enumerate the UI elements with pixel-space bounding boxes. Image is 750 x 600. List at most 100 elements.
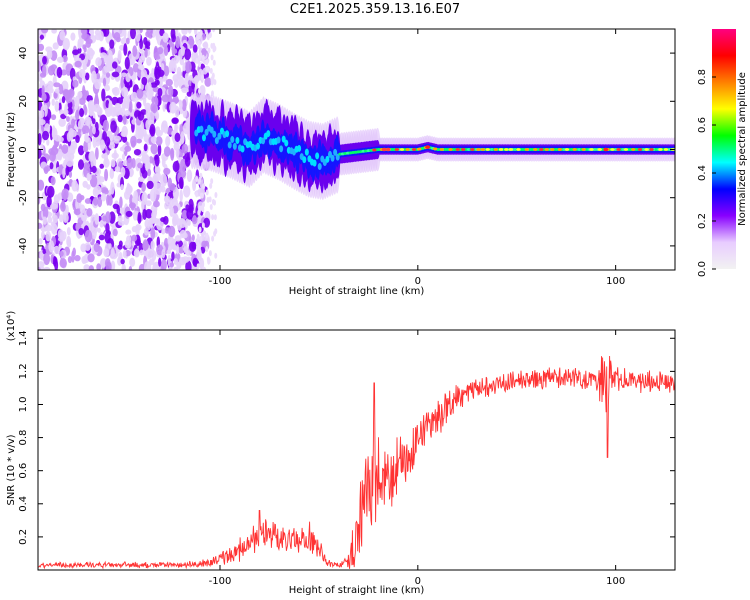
signal-hotspot [663, 148, 669, 151]
signal-hotspot [508, 148, 514, 151]
line-ytick-label: 0.6 [18, 463, 29, 479]
signal-peak [217, 132, 222, 140]
noise-cell [123, 95, 129, 104]
noise-cell [47, 80, 54, 90]
noise-cell [38, 110, 45, 118]
noise-cell [141, 76, 148, 86]
noise-cell [211, 214, 215, 221]
noise-cell [197, 244, 201, 251]
noise-cell [98, 234, 105, 241]
noise-cell [50, 146, 58, 156]
noise-cell [147, 168, 152, 177]
noise-cell [49, 162, 54, 170]
noise-cell [54, 259, 59, 270]
noise-cell [205, 232, 209, 239]
noise-cell [38, 148, 42, 159]
signal-peak [199, 125, 204, 133]
noise-cell [129, 29, 136, 40]
noise-cell [44, 224, 53, 232]
noise-cell [204, 77, 212, 87]
noise-cell [56, 56, 64, 63]
noise-cell [38, 133, 42, 146]
noise-cell [88, 151, 94, 162]
noise-cell [130, 135, 137, 147]
noise-cell [201, 48, 207, 57]
noise-cell [65, 116, 71, 122]
noise-cell [168, 225, 176, 238]
noise-cell [149, 217, 157, 224]
signal-hotspot [455, 148, 460, 151]
noise-cell [105, 211, 111, 224]
noise-cell [94, 91, 99, 104]
colorbar-tick-label: 0.8 [697, 69, 708, 85]
noise-cell [66, 70, 71, 76]
noise-cell [75, 183, 80, 192]
noise-cell [160, 63, 165, 72]
noise-cell [157, 87, 163, 97]
noise-cell [58, 214, 64, 223]
noise-cell [40, 230, 45, 240]
noise-cell [77, 42, 82, 49]
line-y-multiplier: (x10⁴) [6, 311, 17, 342]
noise-cell [145, 119, 152, 131]
noise-cell [41, 85, 45, 97]
noise-cell [139, 55, 146, 63]
noise-cell [151, 211, 157, 219]
signal-hotspot [416, 147, 422, 151]
noise-cell [199, 235, 203, 242]
noise-cell [171, 34, 177, 43]
noise-cell [56, 66, 63, 79]
noise-cell [152, 86, 160, 93]
noise-cell [169, 197, 174, 208]
noise-cell [213, 199, 217, 206]
noise-cell [169, 206, 175, 218]
noise-cell [155, 136, 163, 146]
noise-cell [155, 29, 160, 41]
noise-cell [155, 126, 161, 136]
noise-cell [137, 111, 145, 121]
noise-cell [110, 260, 116, 270]
signal-hotspot [385, 147, 391, 152]
noise-cell [62, 212, 69, 224]
noise-cell [57, 151, 64, 157]
signal-hotspot [405, 148, 410, 151]
noise-cell [42, 206, 49, 219]
heatmap-ytick-label: 40 [18, 47, 29, 60]
heatmap-xtick-label: -100 [209, 276, 232, 287]
noise-cell [153, 180, 158, 192]
noise-cell [176, 66, 182, 77]
noise-cell [84, 229, 93, 243]
noise-cell [201, 206, 205, 213]
noise-cell [145, 41, 151, 48]
signal-peak [312, 159, 317, 167]
noise-cell [181, 143, 189, 154]
signal-peak [240, 145, 245, 153]
noise-cell [191, 215, 198, 225]
noise-cell [163, 146, 171, 157]
signal-peak [297, 144, 302, 152]
colorbar [712, 29, 736, 269]
signal-peak [255, 142, 260, 150]
noise-cell [213, 214, 217, 221]
noise-cell [203, 266, 206, 270]
signal-hotspot [572, 148, 577, 151]
noise-cell [163, 46, 169, 56]
noise-cell [84, 198, 92, 204]
noise-cell [120, 131, 128, 137]
noise-cell [62, 167, 66, 179]
heatmap-xtick-label: 0 [415, 276, 421, 287]
noise-cell [52, 214, 58, 224]
noise-cell [116, 97, 123, 105]
noise-cell [54, 134, 61, 142]
noise-cell [84, 116, 92, 127]
noise-cell [198, 205, 202, 212]
noise-cell [95, 57, 102, 67]
noise-cell [109, 39, 115, 49]
noise-cell [181, 87, 189, 94]
noise-cell [156, 46, 164, 55]
signal-hotspot [504, 148, 509, 151]
noise-cell [172, 160, 180, 173]
noise-cell [196, 34, 200, 41]
signal-hotspot [631, 148, 636, 151]
signal-hotspot [644, 148, 649, 151]
